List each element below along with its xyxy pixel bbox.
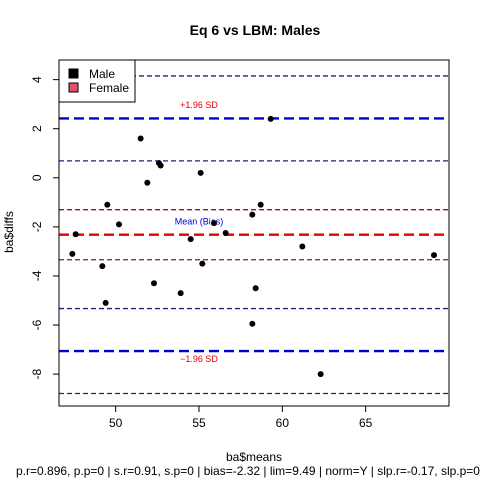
data-point <box>431 252 437 259</box>
y-tick-label: -4 <box>30 270 44 281</box>
legend-label-female: Female <box>89 81 129 95</box>
data-point <box>144 179 151 186</box>
legend-box <box>58 59 136 103</box>
data-point <box>99 263 106 270</box>
data-point <box>104 201 111 208</box>
data-point <box>69 250 76 257</box>
reference-lines <box>59 75 449 395</box>
data-point <box>72 231 79 238</box>
annotation-1: Mean (Bias) <box>175 216 224 226</box>
y-tick-label: -8 <box>30 368 44 379</box>
data-point <box>249 211 256 218</box>
x-tick-label: 60 <box>276 416 290 430</box>
data-point <box>177 290 184 297</box>
data-point <box>157 162 164 169</box>
legend: Male Female <box>58 59 136 103</box>
x-axis-label: ba$means <box>226 450 282 464</box>
data-point <box>267 115 274 122</box>
data-point <box>257 201 264 208</box>
chart-title: Eq 6 vs LBM: Males <box>190 22 321 38</box>
y-tick-label: 2 <box>30 125 44 132</box>
legend-label-male: Male <box>89 67 115 81</box>
data-point <box>137 135 144 142</box>
data-point <box>199 260 206 267</box>
data-point <box>211 220 217 227</box>
y-tick-label: 4 <box>30 76 44 83</box>
y-tick-label: 0 <box>30 174 44 181</box>
y-axis: 4 2 0 -2 -4 -6 -8 <box>30 76 59 379</box>
data-point <box>299 243 306 250</box>
annotation-0: +1.96 SD <box>180 100 218 110</box>
y-tick-label: -2 <box>30 221 44 232</box>
data-point <box>197 169 204 176</box>
y-tick-label: -6 <box>30 319 44 330</box>
data-point <box>102 299 109 306</box>
y-axis-label: ba$diffs <box>2 211 16 253</box>
data-point <box>116 221 122 228</box>
data-points <box>69 115 437 378</box>
stats-footer: p.r=0.896, p.p=0 | s.r=0.91, s.p=0 | bia… <box>16 464 480 478</box>
data-point <box>249 320 256 327</box>
data-point <box>317 371 324 378</box>
x-tick-label: 55 <box>192 416 206 430</box>
legend-swatch-male <box>68 68 79 79</box>
legend-swatch-female <box>68 82 79 93</box>
x-tick-label: 50 <box>109 416 123 430</box>
data-point <box>252 285 259 292</box>
x-tick-label: 65 <box>359 416 373 430</box>
plot-frame <box>58 59 450 407</box>
data-point <box>151 280 157 287</box>
annotation-2: −1.96 SD <box>180 354 218 364</box>
annotations: +1.96 SD Mean (Bias) −1.96 SD <box>175 100 224 364</box>
data-point <box>187 236 194 243</box>
data-point <box>222 230 229 236</box>
x-axis: 50 55 60 65 <box>109 406 373 430</box>
